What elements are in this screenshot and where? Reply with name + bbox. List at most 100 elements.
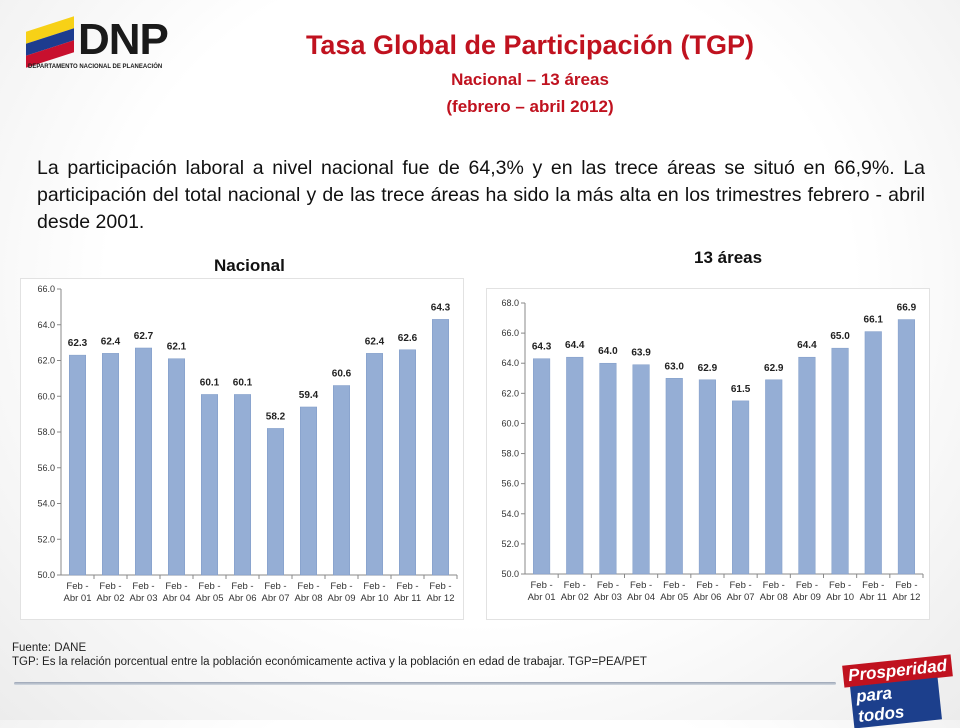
x-tick-label: Feb - xyxy=(564,580,586,591)
y-tick-label: 56.0 xyxy=(37,463,55,473)
y-tick-label: 54.0 xyxy=(37,499,55,509)
x-tick-label: Feb - xyxy=(763,580,785,591)
y-tick-label: 58.0 xyxy=(37,427,55,437)
x-tick-label: Feb - xyxy=(630,580,652,591)
x-tick-label: Abr 01 xyxy=(528,592,556,603)
x-tick-label: Abr 10 xyxy=(361,593,389,604)
y-tick-label: 50.0 xyxy=(501,569,519,579)
bar xyxy=(69,354,86,576)
data-label: 59.4 xyxy=(299,390,319,401)
x-tick-label: Abr 08 xyxy=(295,593,323,604)
bar xyxy=(632,364,650,575)
page-subtitle: Nacional – 13 áreas xyxy=(451,70,609,89)
chart-title-13-areas: 13 áreas xyxy=(694,248,763,267)
data-label: 64.4 xyxy=(565,340,585,351)
data-label: 62.4 xyxy=(101,336,121,347)
data-label: 60.1 xyxy=(200,377,220,388)
footnote-definition: TGP: Es la relación porcentual entre la … xyxy=(12,656,647,668)
data-label: 62.9 xyxy=(698,363,718,374)
y-tick-label: 54.0 xyxy=(501,509,519,519)
prosperidad-logo: Prosperidad para todos xyxy=(841,654,953,728)
data-label: 62.4 xyxy=(365,336,385,347)
data-label: 65.0 xyxy=(830,331,850,342)
x-tick-label: Feb - xyxy=(729,580,751,591)
footnote-source: Fuente: DANE xyxy=(12,642,87,654)
data-label: 62.1 xyxy=(167,342,187,353)
bar xyxy=(168,358,185,576)
x-tick-label: Abr 12 xyxy=(427,593,455,604)
x-tick-label: Feb - xyxy=(66,581,88,592)
x-tick-label: Feb - xyxy=(363,581,385,592)
x-tick-label: Abr 02 xyxy=(561,592,589,603)
bar xyxy=(798,356,816,575)
bar xyxy=(732,400,750,575)
y-tick-label: 62.0 xyxy=(501,388,519,398)
bar xyxy=(399,349,416,576)
logo-text: DNP xyxy=(78,15,169,64)
x-tick-label: Feb - xyxy=(99,581,121,592)
x-tick-label: Abr 03 xyxy=(594,592,622,603)
x-tick-label: Feb - xyxy=(796,580,818,591)
logo-subtext: DEPARTAMENTO NACIONAL DE PLANEACIÓN xyxy=(28,64,163,70)
bar xyxy=(864,331,882,575)
x-tick-label: Abr 07 xyxy=(262,593,290,604)
x-tick-label: Abr 02 xyxy=(97,593,125,604)
y-tick-label: 68.0 xyxy=(501,298,519,308)
page-title: Tasa Global de Participación (TGP) xyxy=(305,30,755,60)
x-tick-label: Abr 06 xyxy=(693,592,721,603)
x-tick-label: Feb - xyxy=(330,581,352,592)
x-tick-label: Abr 04 xyxy=(163,593,191,604)
y-tick-label: 56.0 xyxy=(501,479,519,489)
bar xyxy=(135,347,152,576)
y-tick-label: 52.0 xyxy=(37,534,55,544)
data-label: 66.1 xyxy=(864,315,884,326)
y-tick-label: 66.0 xyxy=(501,328,519,338)
x-tick-label: Abr 05 xyxy=(196,593,224,604)
bar xyxy=(234,394,251,576)
bar xyxy=(366,353,383,576)
bar xyxy=(665,378,683,575)
x-tick-label: Feb - xyxy=(530,580,552,591)
data-label: 61.5 xyxy=(731,384,751,395)
x-tick-label: Feb - xyxy=(264,581,286,592)
footer-divider xyxy=(14,682,836,685)
y-tick-label: 64.0 xyxy=(501,358,519,368)
x-tick-label: Abr 10 xyxy=(826,592,854,603)
y-tick-label: 52.0 xyxy=(501,539,519,549)
brand-line-2: para todos xyxy=(850,677,942,728)
x-tick-label: Feb - xyxy=(165,581,187,592)
data-label: 66.9 xyxy=(897,303,917,314)
dnp-logo: DNP DEPARTAMENTO NACIONAL DE PLANEACIÓN xyxy=(26,15,186,74)
y-tick-label: 50.0 xyxy=(37,570,55,580)
x-tick-label: Feb - xyxy=(862,580,884,591)
bar xyxy=(201,394,218,576)
x-tick-label: Abr 06 xyxy=(229,593,257,604)
x-tick-label: Feb - xyxy=(231,581,253,592)
footnote: Fuente: DANE TGP: Es la relación porcent… xyxy=(12,641,647,669)
x-tick-label: Feb - xyxy=(297,581,319,592)
y-tick-label: 60.0 xyxy=(37,391,55,401)
y-tick-label: 66.0 xyxy=(37,284,55,294)
x-tick-label: Abr 08 xyxy=(760,592,788,603)
chart-nacional-svg: 50.0 52.0 54.0 56.0 58.0 60.0 62.0 64.0 66.0 62.3… xyxy=(37,284,458,604)
data-label: 60.6 xyxy=(332,369,352,380)
bar xyxy=(432,319,449,576)
bar xyxy=(102,353,119,576)
data-label: 64.3 xyxy=(431,302,451,313)
data-label: 62.3 xyxy=(68,338,88,349)
x-tick-label: Abr 01 xyxy=(64,593,92,604)
chart-nacional: 50.0 52.0 54.0 56.0 58.0 60.0 62.0 64.0 66.0 62.3… xyxy=(20,278,464,620)
bar xyxy=(300,406,317,576)
chart-title-nacional: Nacional xyxy=(214,256,285,275)
bar xyxy=(267,428,284,576)
x-tick-label: Abr 04 xyxy=(627,592,655,603)
x-tick-label: Feb - xyxy=(132,581,154,592)
x-tick-label: Feb - xyxy=(597,580,619,591)
bar xyxy=(831,347,849,575)
bar xyxy=(566,356,584,575)
x-tick-label: Feb - xyxy=(429,581,451,592)
y-tick-label: 62.0 xyxy=(37,356,55,366)
data-label: 60.1 xyxy=(233,377,253,388)
bar xyxy=(698,379,716,575)
data-label: 62.9 xyxy=(764,363,784,374)
